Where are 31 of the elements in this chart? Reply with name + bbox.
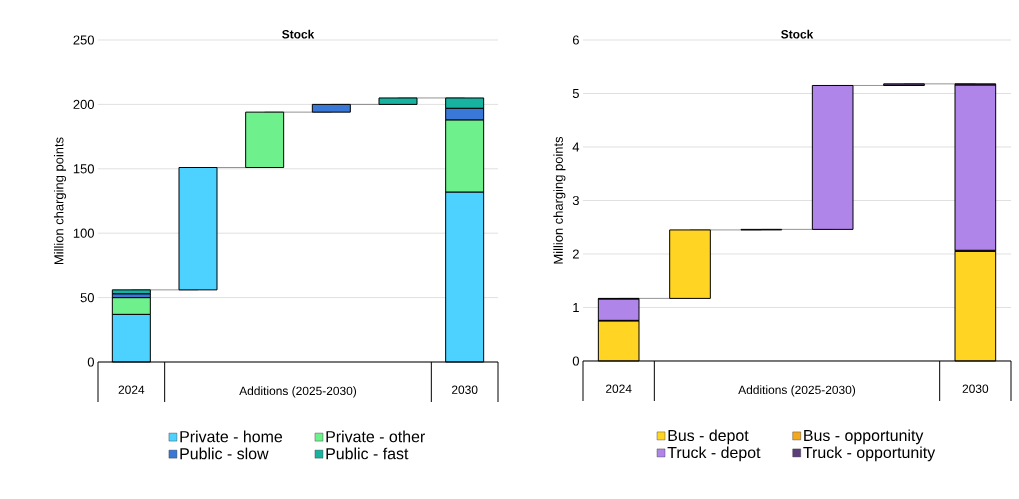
x-tick-label: 2030 [451,385,478,394]
y-tick-label: 250 [73,35,94,45]
legend-label: Bus - opportunity [804,429,924,445]
legend-label: Bus - depot [668,429,749,445]
y-tick-label: 2 [572,249,579,259]
text: Additions (2025-2030) [239,386,357,398]
y-tick-label: 5 [572,88,579,99]
legend-label: Truck - depot [667,446,761,462]
x-tick-label: 2024 [605,384,632,393]
y-tick-label: 0 [87,357,94,367]
x-tick-label: 2030 [962,384,989,393]
y-tick-label: 4 [572,142,580,152]
y-tick-label: 6 [572,35,579,45]
y-tick-label: 0 [572,356,579,366]
legend-label: Public - slow [180,447,269,460]
legend-label: Truck - opportunity [803,446,936,462]
chart-title: Stock [781,29,814,39]
y-axis-title: Million charging points [53,137,67,265]
y-axis-title: Million charging points [553,136,566,264]
y-tick-label: 3 [572,195,579,206]
legend-label: Private - other [326,430,425,443]
chart-title: Stock [282,29,315,39]
text: Additions (2025-2030) [738,385,856,397]
y-tick-label: 100 [73,228,94,238]
y-tick-label: 1 [573,303,579,312]
y-tick-label: 50 [80,293,94,303]
legend-label: Public - fast [326,447,409,460]
x-tick-label: 2024 [118,385,145,394]
legend-label: Private - home [180,430,283,443]
y-tick-label: 200 [73,99,94,109]
y-tick-label: 150 [73,164,94,174]
